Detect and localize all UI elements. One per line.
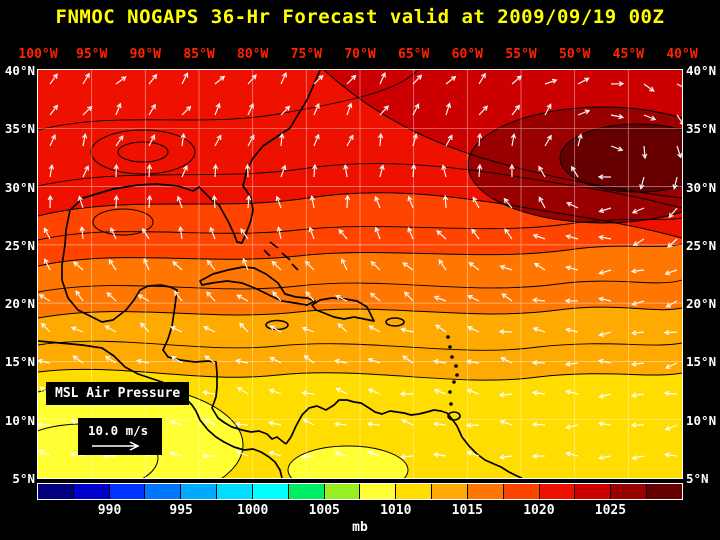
coastline xyxy=(311,297,375,322)
colorbar-segment xyxy=(538,484,575,499)
lat-label: 35°N xyxy=(686,121,717,137)
colorbar-segment xyxy=(395,484,432,499)
colorbar-segment xyxy=(144,484,181,499)
colorbar-tick: 1005 xyxy=(308,503,340,518)
lat-label: 25°N xyxy=(4,237,35,253)
field-label: MSL Air Pressure xyxy=(55,386,181,401)
colorbar-unit: mb xyxy=(352,520,368,535)
lat-label: 10°N xyxy=(4,412,35,428)
lon-label: 60°W xyxy=(451,47,483,62)
lat-label: 30°N xyxy=(686,179,717,195)
colorbar-segment xyxy=(646,484,682,499)
colorbar-segment xyxy=(72,484,109,499)
lat-label: 35°N xyxy=(4,121,35,137)
coastline xyxy=(38,340,283,478)
coastline xyxy=(285,399,523,478)
colorbar-segment xyxy=(180,484,217,499)
colorbar-segment xyxy=(38,484,73,499)
colorbar-segment xyxy=(287,484,324,499)
colorbar-tick: 995 xyxy=(169,503,193,518)
lat-label: 20°N xyxy=(686,296,717,312)
colorbar-tick: 1015 xyxy=(451,503,483,518)
lon-label: 40°W xyxy=(666,47,698,62)
coastline xyxy=(69,70,321,244)
lat-label: 25°N xyxy=(686,237,717,253)
colorbar-tick: 1025 xyxy=(594,503,627,518)
lon-label: 50°W xyxy=(559,47,591,62)
colorbar-segment xyxy=(610,484,647,499)
page-title: FNMOC NOGAPS 36-Hr Forecast valid at 200… xyxy=(55,6,665,28)
wind-scale-arrow-icon xyxy=(92,441,140,451)
wind-scale-box: 10.0 m/s xyxy=(78,418,162,455)
wind-scale-label: 10.0 m/s xyxy=(88,423,149,438)
colorbar-segment xyxy=(502,484,539,499)
lon-label: 75°W xyxy=(290,47,322,62)
colorbar-tick: 1000 xyxy=(237,503,269,518)
colorbar-segment xyxy=(359,484,396,499)
lon-label: 65°W xyxy=(398,47,430,62)
latitude-axis-right: 40°N 35°N 30°N 25°N 20°N 15°N 10°N 5°N xyxy=(686,0,720,540)
coastline xyxy=(61,209,287,445)
colorbar-segment xyxy=(574,484,611,499)
colorbar-segment xyxy=(466,484,503,499)
lat-label: 30°N xyxy=(4,179,35,195)
lat-label: 10°N xyxy=(686,412,717,428)
lon-label: 85°W xyxy=(183,47,215,62)
lat-label: 40°N xyxy=(686,63,717,78)
coastline xyxy=(263,241,299,271)
map-area: MSL Air Pressure 10.0 m/s xyxy=(37,69,683,479)
lon-label: 80°W xyxy=(237,47,269,62)
lon-label: 100°W xyxy=(18,47,58,62)
grid-lines xyxy=(38,70,682,478)
lat-label: 5°N xyxy=(686,471,709,486)
colorbar-segment xyxy=(216,484,252,499)
lon-label: 45°W xyxy=(612,47,644,62)
colorbar-segment xyxy=(251,484,288,499)
lon-label: 55°W xyxy=(505,47,537,62)
colorbar-segment xyxy=(431,484,467,499)
lat-label: 5°N xyxy=(12,471,35,486)
colorbar-tick: 1010 xyxy=(380,503,412,518)
lon-label: 95°W xyxy=(76,47,108,62)
lon-label: 70°W xyxy=(344,47,376,62)
longitude-axis: 100°W 95°W 90°W 85°W 80°W 75°W 70°W 65°W 60°W 55°… xyxy=(0,47,720,63)
lat-label: 15°N xyxy=(4,354,35,370)
colorbar xyxy=(37,483,683,500)
lon-label: 90°W xyxy=(129,47,161,62)
colorbar-tick: 990 xyxy=(97,503,122,518)
lat-label: 20°N xyxy=(4,296,35,312)
lat-label: 40°N xyxy=(4,63,35,78)
latitude-axis-left: 40°N 35°N 30°N 25°N 20°N 15°N 10°N 5°N xyxy=(2,0,35,540)
colorbar-tick: 1020 xyxy=(523,503,555,518)
colorbar-ticks: 990 995 1000 1005 1010 1015 1020 1025 xyxy=(0,503,720,518)
colorbar-segment xyxy=(108,484,145,499)
lat-label: 15°N xyxy=(686,354,717,370)
pressure-field-map xyxy=(38,70,682,478)
field-label-box: MSL Air Pressure xyxy=(46,382,190,405)
colorbar-segment xyxy=(323,484,360,499)
